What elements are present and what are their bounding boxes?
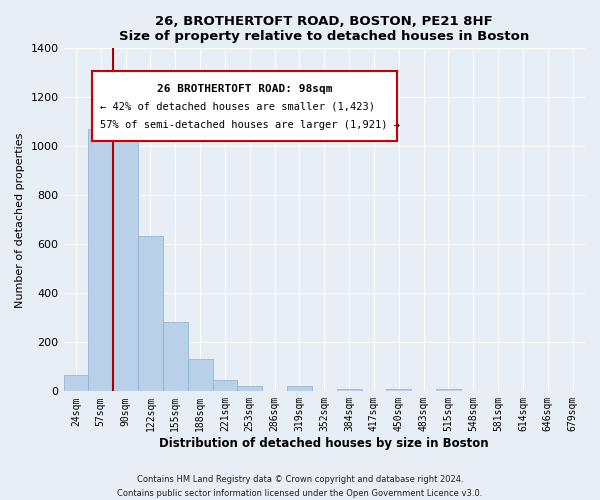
Bar	[212, 380, 238, 392]
Text: ← 42% of detached houses are smaller (1,423): ← 42% of detached houses are smaller (1,…	[100, 102, 375, 112]
Y-axis label: Number of detached properties: Number of detached properties	[15, 132, 25, 308]
Text: Contains HM Land Registry data © Crown copyright and database right 2024.
Contai: Contains HM Land Registry data © Crown c…	[118, 476, 482, 498]
Text: 26 BROTHERTOFT ROAD: 98sqm: 26 BROTHERTOFT ROAD: 98sqm	[157, 84, 332, 94]
Bar	[163, 322, 188, 392]
Bar	[64, 376, 88, 392]
Bar	[138, 236, 163, 392]
Bar	[436, 389, 461, 392]
Bar	[386, 389, 411, 392]
Bar	[113, 107, 138, 392]
X-axis label: Distribution of detached houses by size in Boston: Distribution of detached houses by size …	[160, 437, 489, 450]
Bar	[337, 389, 362, 392]
Text: 57% of semi-detached houses are larger (1,921) →: 57% of semi-detached houses are larger (…	[100, 120, 400, 130]
Bar	[188, 360, 212, 392]
Title: 26, BROTHERTOFT ROAD, BOSTON, PE21 8HF
Size of property relative to detached hou: 26, BROTHERTOFT ROAD, BOSTON, PE21 8HF S…	[119, 15, 529, 43]
Bar	[238, 386, 262, 392]
FancyBboxPatch shape	[92, 70, 397, 141]
Bar	[287, 386, 312, 392]
Bar	[88, 129, 113, 392]
